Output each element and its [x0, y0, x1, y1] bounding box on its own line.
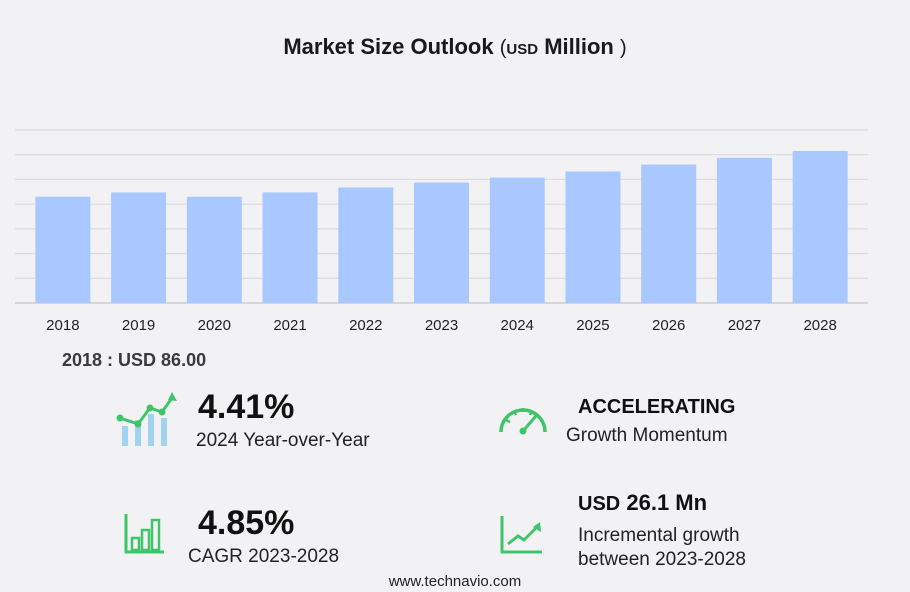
bar-2022 [338, 187, 394, 303]
speedometer-icon [499, 408, 547, 435]
incremental-label: Incremental growth between 2023-2028 [578, 524, 838, 572]
bar-chart: 2018 2019 2020 2021 2022 2023 2024 2025 2026 2027… [15, 129, 868, 334]
cagr-label: CAGR 2023-2028 [188, 546, 340, 567]
x-tick-label: 2026 [652, 317, 685, 334]
title-unit: USD [506, 41, 539, 58]
incremental-value: 26.1 Mn [626, 490, 708, 515]
x-tick-label: 2019 [122, 317, 155, 334]
yoy-value: 4.41% [198, 388, 295, 426]
momentum-value: ACCELERATING [578, 396, 736, 418]
trend-line-icon [500, 516, 542, 554]
chart-title: Market Size Outlook (USD Million ) [0, 34, 910, 60]
momentum-label: Growth Momentum [566, 425, 728, 446]
incremental-unit: USD [578, 493, 621, 515]
x-tick-label: 2028 [803, 317, 836, 334]
bar-2019 [111, 192, 167, 303]
growth-chart-icon [116, 392, 177, 446]
x-tick-label: 2023 [425, 317, 458, 334]
yoy-label: 2024 Year-over-Year [196, 430, 370, 451]
x-tick-label: 2024 [501, 317, 534, 334]
x-tick-label: 2021 [273, 317, 306, 334]
bar-2023 [414, 182, 469, 303]
title-unit-word: Million [544, 34, 614, 59]
x-tick-label: 2025 [576, 317, 609, 334]
cagr-value: 4.85% [198, 504, 295, 542]
bar-2027 [716, 157, 772, 303]
x-tick-label: 2027 [728, 317, 761, 334]
bar-2018 [35, 196, 91, 303]
bar-2028 [792, 151, 848, 303]
x-tick-label: 2020 [198, 317, 231, 334]
bar-2024 [489, 177, 545, 303]
bar-2021 [262, 192, 318, 303]
x-tick-label: 2018 [46, 317, 79, 334]
incremental-label-line2: between 2023-2028 [578, 549, 746, 570]
footer-url: www.technavio.com [388, 573, 522, 590]
title-paren-close: ) [619, 37, 627, 59]
bar-2026 [641, 164, 697, 303]
bar-2020 [186, 196, 242, 303]
chart-title-main: Market Size Outlook [283, 34, 494, 59]
title-paren-open: ( [499, 37, 507, 59]
bar-2025 [565, 171, 621, 303]
x-tick-label: 2022 [349, 317, 382, 334]
base-year-stat: 2018 : USD 86.00 [62, 350, 207, 370]
bar-chart-icon [124, 514, 164, 554]
incremental-label-line1: Incremental growth [578, 525, 740, 546]
incremental-value-wrap: USD 26.1 Mn [578, 490, 707, 516]
